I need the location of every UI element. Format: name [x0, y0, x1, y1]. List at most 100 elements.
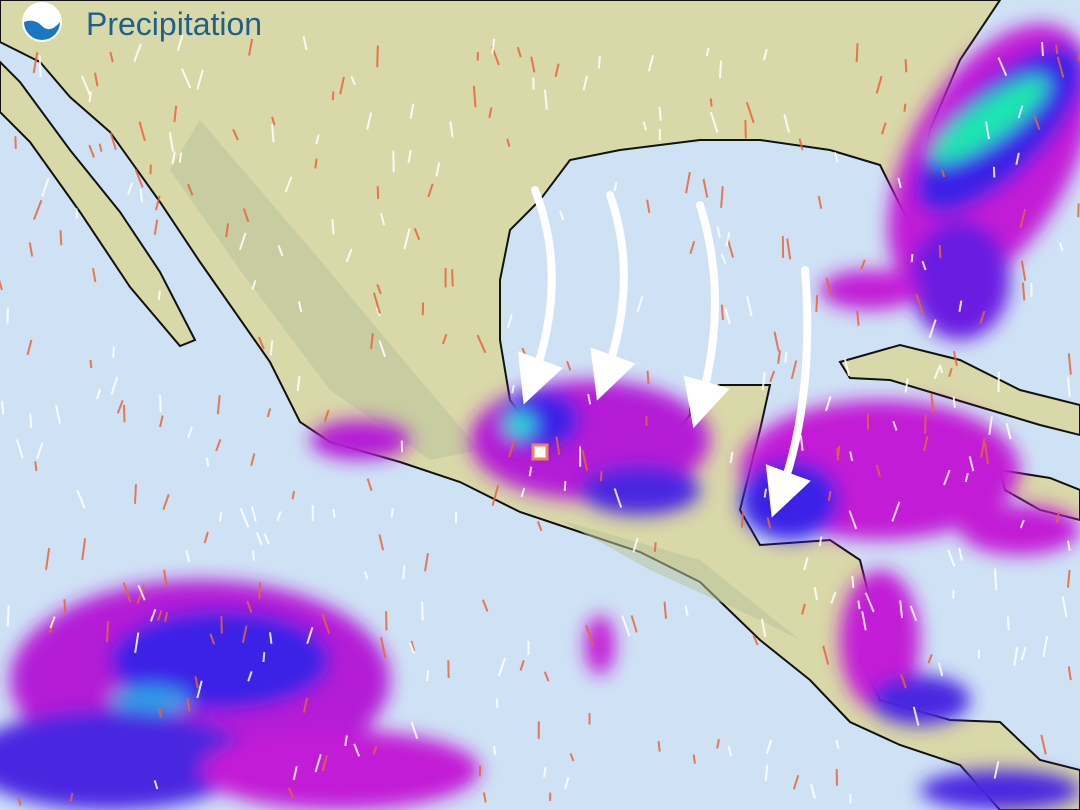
wind-streak [376, 186, 380, 200]
wind-streak [380, 213, 386, 226]
wind-streak [185, 550, 191, 563]
wind-streak [709, 98, 713, 107]
wind-streak [830, 591, 837, 604]
wind-streak [6, 605, 10, 627]
wind-streak [900, 673, 907, 689]
wind-streak [930, 393, 935, 414]
wind-streak [88, 91, 92, 103]
title: Precipitation [86, 6, 262, 42]
wind-streak [1066, 569, 1071, 588]
wind-streak [106, 621, 110, 643]
wind-streak [321, 755, 328, 772]
wind-streak [948, 367, 953, 378]
wind-streak [769, 370, 776, 383]
wind-streak [168, 132, 174, 152]
wind-streak [692, 754, 696, 764]
wind-streak [158, 395, 162, 413]
wind-streak [915, 293, 925, 315]
wind-streak [943, 469, 951, 486]
wind-streak [864, 592, 875, 613]
wind-streak [938, 244, 942, 259]
wind-streak [773, 331, 780, 352]
wind-streak [216, 395, 221, 415]
wind-streak [524, 390, 528, 399]
wind-streak [251, 280, 257, 290]
wind-streak [803, 557, 809, 571]
wind-streak [116, 400, 124, 414]
wind-streak [225, 223, 230, 238]
wind-streaks [0, 34, 1080, 806]
wind-streak [909, 605, 918, 622]
wind-streak [507, 314, 513, 328]
wind-streak [255, 532, 263, 546]
wind-streak [724, 308, 731, 325]
wind-streak [380, 636, 387, 658]
wind-streak [716, 739, 720, 749]
wind-streak [910, 253, 914, 263]
wind-streak [861, 611, 867, 631]
wind-streak [984, 121, 990, 140]
wind-streak [158, 708, 162, 718]
wind-streak [137, 584, 146, 601]
wind-streak [331, 91, 335, 101]
wind-streak [716, 226, 721, 238]
wind-streak [209, 633, 216, 645]
wind-streak [314, 158, 318, 169]
wind-streak [332, 508, 336, 518]
wind-streak [284, 176, 293, 193]
wind-streak [32, 52, 39, 74]
wind-streak [366, 478, 373, 491]
wind-streak [632, 537, 639, 553]
wind-streak [366, 112, 373, 130]
wind-streak [927, 654, 933, 664]
wind-streak [621, 615, 631, 637]
wind-streak [798, 138, 804, 151]
wind-streak [520, 487, 526, 498]
wind-streak [636, 295, 644, 313]
wind-streak [684, 605, 689, 616]
wind-streak [516, 46, 522, 58]
wind-streak [784, 351, 788, 363]
wind-streak [993, 568, 998, 591]
wind-streak [1059, 242, 1064, 252]
wind-streak [825, 277, 833, 296]
wind-streak [653, 542, 657, 552]
wind-streak [407, 149, 412, 164]
wind-streak [1020, 260, 1027, 281]
wind-streak [266, 408, 272, 418]
wind-streak [88, 144, 95, 158]
wind-streak [564, 777, 570, 790]
wind-streak [29, 413, 33, 428]
wind-streak [825, 396, 832, 412]
wind-streak [481, 599, 489, 612]
wind-streak [554, 63, 560, 77]
wind-streak [566, 360, 572, 371]
wind-streak [897, 177, 902, 189]
wind-streak [451, 269, 454, 287]
wind-streak [647, 54, 655, 72]
wind-streak [585, 625, 595, 647]
wind-streak [702, 178, 709, 198]
wind-streak [76, 489, 86, 509]
wind-streak [345, 248, 353, 263]
wind-streak [892, 420, 898, 431]
wind-streak [257, 336, 265, 350]
wind-streak [764, 764, 769, 781]
wind-streak [426, 670, 430, 682]
wind-streak [536, 521, 543, 532]
wind-streak [250, 453, 256, 467]
wind-streak [149, 608, 157, 622]
wind-streak [559, 210, 565, 221]
wind-streak [157, 290, 161, 301]
wind-streak [196, 69, 204, 90]
wind-streak [843, 358, 851, 377]
wind-streak [247, 671, 253, 682]
wind-streak [964, 472, 969, 483]
wind-streak [923, 435, 929, 452]
wind-streak [530, 56, 536, 73]
wind-streak [528, 466, 533, 477]
wind-streak [760, 618, 767, 637]
wind-streak [968, 456, 975, 472]
wind-streak [353, 743, 361, 757]
